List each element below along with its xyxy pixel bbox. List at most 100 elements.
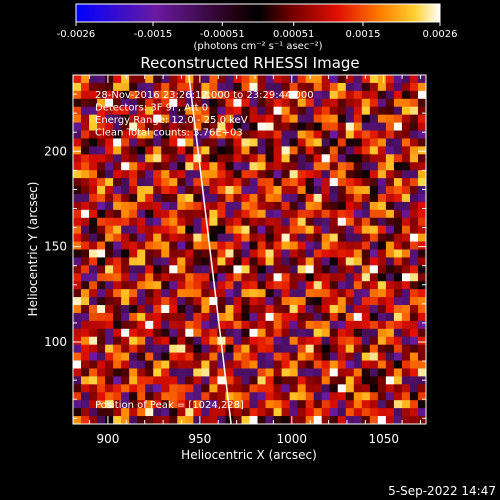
heatmap-pixel: [89, 360, 98, 370]
heatmap-pixel: [361, 178, 371, 187]
heatmap-pixel: [369, 186, 379, 195]
heatmap-pixel: [385, 257, 395, 266]
heatmap-pixel: [249, 384, 259, 393]
heatmap-pixel: [337, 344, 347, 354]
heatmap-pixel: [345, 209, 355, 219]
heatmap-pixel: [417, 408, 426, 417]
heatmap-pixel: [305, 265, 315, 274]
heatmap-pixel: [385, 201, 395, 211]
heatmap-pixel: [225, 344, 235, 354]
heatmap-pixel: [161, 138, 170, 147]
heatmap-pixel: [201, 297, 210, 306]
heatmap-pixel: [249, 90, 259, 100]
heatmap-pixel: [353, 138, 363, 147]
heatmap-pixel: [297, 138, 307, 147]
heatmap-pixel: [161, 241, 170, 251]
heatmap-pixel: [89, 233, 98, 243]
heatmap-pixel: [337, 249, 347, 259]
heatmap-pixel: [377, 249, 387, 259]
heatmap-pixel: [217, 138, 227, 147]
heatmap-pixel: [217, 257, 227, 266]
heatmap-pixel: [297, 408, 307, 417]
heatmap-pixel: [177, 305, 186, 314]
heatmap-pixel: [417, 75, 426, 84]
heatmap-pixel: [73, 201, 82, 211]
heatmap-pixel: [353, 98, 363, 108]
heatmap-pixel: [233, 297, 243, 306]
heatmap-pixel: [305, 98, 315, 108]
heatmap-pixel: [201, 384, 210, 393]
heatmap-pixel: [113, 193, 122, 203]
heatmap-pixel: [169, 297, 178, 306]
heatmap-pixel: [305, 289, 315, 298]
heatmap-pixel: [177, 273, 186, 282]
heatmap-pixel: [105, 392, 114, 401]
heatmap-pixel: [217, 273, 227, 282]
heatmap-pixel: [377, 162, 387, 171]
heatmap-pixel: [161, 82, 170, 92]
heatmap-pixel: [361, 122, 371, 132]
heatmap-pixel: [233, 320, 243, 330]
heatmap-pixel: [209, 289, 219, 298]
heatmap-pixel: [73, 249, 82, 259]
heatmap-pixel: [337, 273, 347, 282]
heatmap-pixel: [145, 384, 154, 393]
heatmap-pixel: [273, 336, 283, 346]
heatmap-pixel: [161, 400, 170, 409]
heatmap-pixel: [361, 186, 371, 195]
heatmap-pixel: [201, 106, 210, 116]
heatmap-pixel: [129, 384, 138, 393]
heatmap-pixel: [121, 146, 130, 155]
heatmap-pixel: [129, 233, 138, 243]
heatmap-pixel: [369, 138, 379, 147]
heatmap-pixel: [281, 376, 291, 385]
heatmap-pixel: [209, 352, 219, 362]
heatmap-pixel: [89, 312, 98, 322]
colorbar-tick-label: 0.0026: [423, 29, 458, 40]
heatmap-pixel: [177, 106, 186, 116]
heatmap-pixel: [185, 122, 194, 132]
heatmap-pixel: [169, 320, 178, 330]
heatmap-pixel: [193, 217, 202, 227]
heatmap-pixel: [201, 400, 210, 409]
heatmap-pixel: [129, 281, 138, 290]
heatmap-pixel: [185, 408, 194, 417]
heatmap-pixel: [225, 225, 235, 235]
heatmap-pixel: [233, 217, 243, 227]
heatmap-pixel: [225, 376, 235, 385]
heatmap-pixel: [121, 249, 130, 259]
heatmap-pixel: [409, 376, 419, 385]
heatmap-pixel: [73, 281, 82, 290]
heatmap-pixel: [345, 170, 355, 179]
heatmap-pixel: [121, 170, 130, 179]
heatmap-pixel: [233, 98, 243, 108]
heatmap-pixel: [81, 336, 90, 346]
heatmap-pixel: [273, 114, 283, 124]
heatmap-pixel: [377, 360, 387, 370]
heatmap-pixel: [393, 328, 403, 338]
heatmap-pixel: [393, 178, 403, 187]
heatmap-pixel: [201, 233, 210, 243]
heatmap-pixel: [377, 376, 387, 385]
heatmap-pixel: [401, 320, 411, 330]
heatmap-pixel: [385, 209, 395, 219]
heatmap-pixel: [385, 225, 395, 235]
heatmap-pixel: [81, 201, 90, 211]
heatmap-pixel: [153, 225, 162, 235]
heatmap-pixel: [73, 320, 82, 330]
heatmap-pixel: [377, 336, 387, 346]
heatmap-pixel: [329, 146, 339, 155]
heatmap-pixel: [313, 146, 323, 155]
heatmap-pixel: [393, 225, 403, 235]
heatmap-pixel: [113, 162, 122, 171]
heatmap-pixel: [393, 408, 403, 417]
heatmap-pixel: [201, 201, 210, 211]
heatmap-pixel: [105, 75, 114, 84]
heatmap-pixel: [185, 368, 194, 378]
heatmap-pixel: [409, 193, 419, 203]
heatmap-pixel: [257, 186, 267, 195]
heatmap-pixel: [233, 82, 243, 92]
heatmap-pixel: [273, 265, 283, 274]
heatmap-pixel: [73, 209, 82, 219]
